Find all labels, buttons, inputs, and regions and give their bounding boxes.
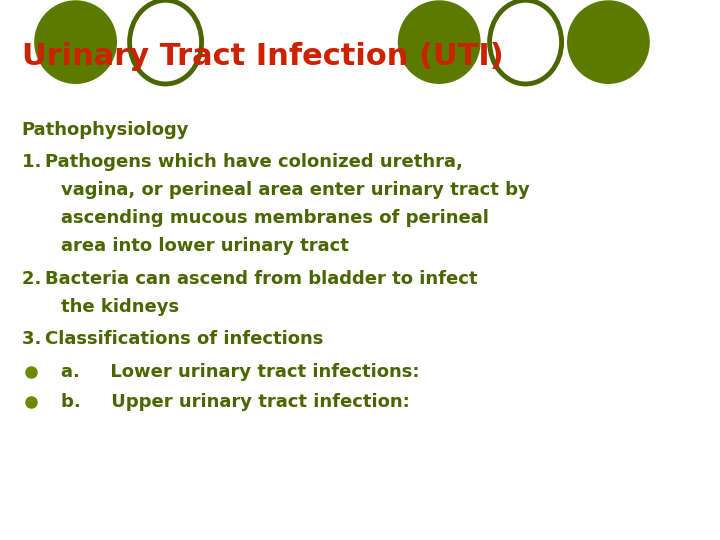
- Ellipse shape: [490, 0, 562, 84]
- Text: the kidneys: the kidneys: [61, 298, 179, 316]
- Ellipse shape: [34, 0, 117, 84]
- Text: b.   Upper urinary tract infection:: b. Upper urinary tract infection:: [61, 393, 410, 411]
- Text: a.   Lower urinary tract infections:: a. Lower urinary tract infections:: [61, 362, 420, 381]
- Text: 1. Pathogens which have colonized urethra,: 1. Pathogens which have colonized urethr…: [22, 153, 462, 171]
- Ellipse shape: [397, 0, 481, 84]
- Text: vagina, or perineal area enter urinary tract by: vagina, or perineal area enter urinary t…: [61, 181, 530, 199]
- Text: 2. Bacteria can ascend from bladder to infect: 2. Bacteria can ascend from bladder to i…: [22, 269, 477, 288]
- Text: 3. Classifications of infections: 3. Classifications of infections: [22, 330, 323, 348]
- Text: Urinary Tract Infection (UTI): Urinary Tract Infection (UTI): [22, 42, 503, 71]
- Ellipse shape: [130, 0, 202, 84]
- Text: ascending mucous membranes of perineal: ascending mucous membranes of perineal: [61, 209, 489, 227]
- Ellipse shape: [567, 0, 649, 84]
- Text: Pathophysiology: Pathophysiology: [22, 120, 189, 139]
- Text: area into lower urinary tract: area into lower urinary tract: [61, 237, 349, 255]
